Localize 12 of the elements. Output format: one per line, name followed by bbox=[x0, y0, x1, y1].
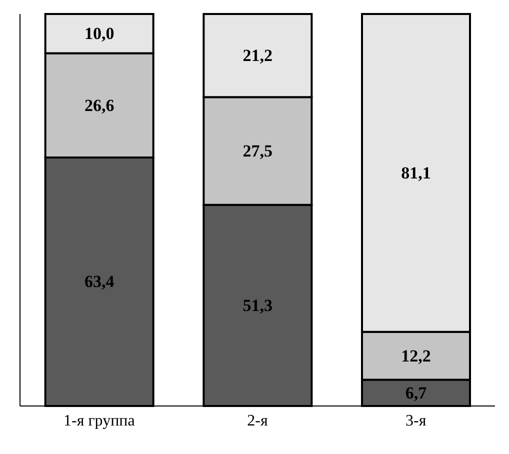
data-label: 81,1 bbox=[401, 163, 431, 182]
data-label: 12,2 bbox=[401, 346, 431, 366]
data-label: 26,6 bbox=[84, 96, 114, 115]
data-label: 27,5 bbox=[242, 142, 273, 161]
data-label: 21,2 bbox=[242, 46, 273, 66]
x-tick-label: 3-я bbox=[405, 412, 427, 430]
data-label: 10,0 bbox=[84, 24, 114, 44]
data-label: 51,3 bbox=[242, 296, 273, 315]
x-tick-label: 2-я bbox=[247, 412, 268, 430]
data-label: 63,4 bbox=[84, 272, 115, 292]
data-label: 6,7 bbox=[405, 383, 428, 402]
x-tick-label: 1-я группа bbox=[64, 412, 135, 430]
